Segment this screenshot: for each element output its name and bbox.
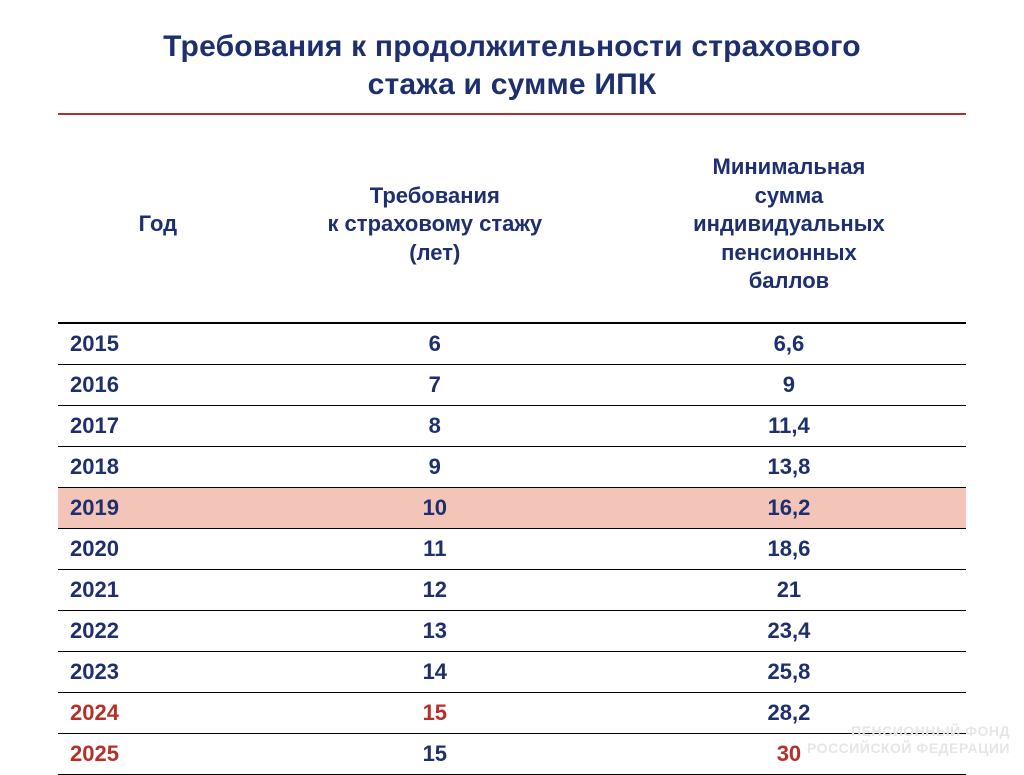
- cell-year: 2018: [58, 446, 258, 487]
- title-underline: [58, 113, 966, 115]
- col-header-requirement: Требованияк страховому стажу(лет): [258, 139, 612, 323]
- cell-requirement: 15: [258, 692, 612, 733]
- table-row: 20231425,8: [58, 651, 966, 692]
- footer-line1: ПЕНСИОННЫЙ ФОНД: [807, 723, 1010, 740]
- footer-line2: РОССИЙСКОЙ ФЕДЕРАЦИИ: [807, 740, 1010, 757]
- cell-year: 2023: [58, 651, 258, 692]
- table-row: 20221323,4: [58, 610, 966, 651]
- cell-points: 25,8: [612, 651, 966, 692]
- cell-year: 2019: [58, 487, 258, 528]
- cell-year: 2017: [58, 405, 258, 446]
- cell-points: 23,4: [612, 610, 966, 651]
- col-header-year: Год: [58, 139, 258, 323]
- cell-points: 16,2: [612, 487, 966, 528]
- cell-year: 2024: [58, 692, 258, 733]
- cell-requirement: 11: [258, 528, 612, 569]
- title-line2: стажа и сумме ИПК: [58, 66, 966, 104]
- cell-year: 2020: [58, 528, 258, 569]
- slide: Требования к продолжительности страховог…: [0, 0, 1024, 767]
- page-title: Требования к продолжительности страховог…: [58, 28, 966, 103]
- cell-requirement: 10: [258, 487, 612, 528]
- cell-year: 2016: [58, 364, 258, 405]
- cell-points: 6,6: [612, 323, 966, 365]
- cell-requirement: 14: [258, 651, 612, 692]
- table-row: 201566,6: [58, 323, 966, 365]
- table-row: 20191016,2: [58, 487, 966, 528]
- cell-requirement: 8: [258, 405, 612, 446]
- cell-points: 9: [612, 364, 966, 405]
- cell-year: 2022: [58, 610, 258, 651]
- table-header-row: Год Требованияк страховому стажу(лет) Ми…: [58, 139, 966, 323]
- cell-requirement: 9: [258, 446, 612, 487]
- cell-year: 2015: [58, 323, 258, 365]
- requirements-table: Год Требованияк страховому стажу(лет) Ми…: [58, 139, 966, 775]
- cell-points: 13,8: [612, 446, 966, 487]
- cell-requirement: 7: [258, 364, 612, 405]
- table-row: 20201118,6: [58, 528, 966, 569]
- cell-points: 18,6: [612, 528, 966, 569]
- table-row: 2017811,4: [58, 405, 966, 446]
- table-row: 20211221: [58, 569, 966, 610]
- table-row: 2018913,8: [58, 446, 966, 487]
- cell-requirement: 6: [258, 323, 612, 365]
- title-line1: Требования к продолжительности страховог…: [58, 28, 966, 66]
- cell-year: 2021: [58, 569, 258, 610]
- table-row: 201679: [58, 364, 966, 405]
- cell-points: 21: [612, 569, 966, 610]
- col-header-points: Минимальнаясуммаиндивидуальныхпенсионных…: [612, 139, 966, 323]
- cell-year: 2025: [58, 733, 258, 774]
- cell-requirement: 13: [258, 610, 612, 651]
- footer-watermark: ПЕНСИОННЫЙ ФОНД РОССИЙСКОЙ ФЕДЕРАЦИИ: [807, 723, 1010, 757]
- cell-points: 11,4: [612, 405, 966, 446]
- cell-requirement: 12: [258, 569, 612, 610]
- table-body: 201566,62016792017811,42018913,820191016…: [58, 323, 966, 775]
- cell-requirement: 15: [258, 733, 612, 774]
